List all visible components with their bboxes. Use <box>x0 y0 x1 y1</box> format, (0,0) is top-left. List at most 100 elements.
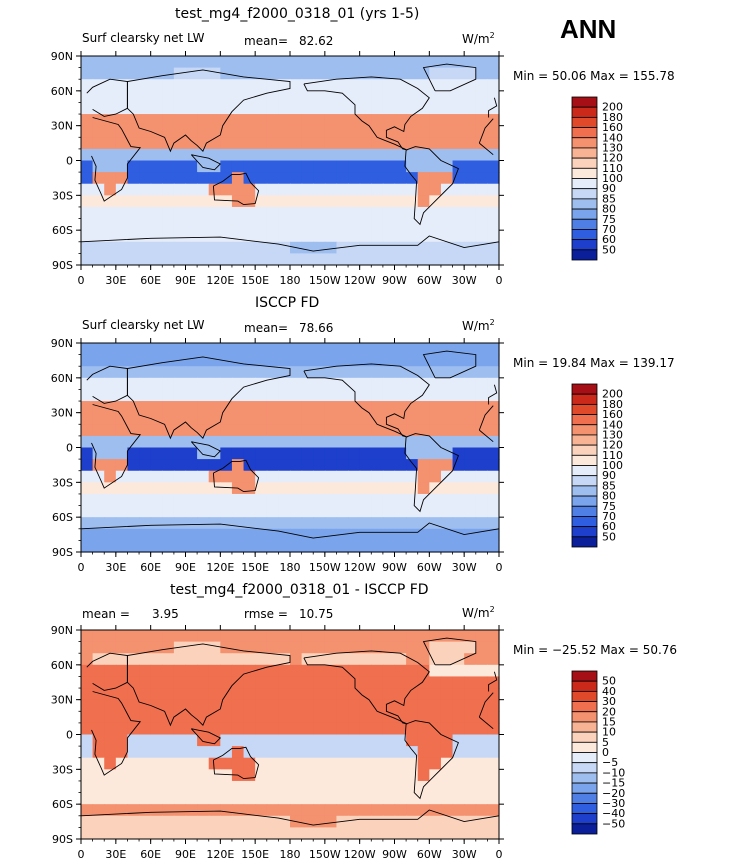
field-cell <box>197 653 210 666</box>
field-cell <box>255 493 268 507</box>
field-cell <box>301 56 314 69</box>
field-cell <box>139 493 152 507</box>
field-cell <box>371 505 384 518</box>
field-cell <box>382 722 396 736</box>
field-cell <box>208 528 221 541</box>
field-cell <box>139 343 152 356</box>
field-cell <box>417 815 430 828</box>
field-cell <box>208 125 221 138</box>
field-cell <box>220 711 233 724</box>
x-tick-label: 150E <box>241 274 269 287</box>
field-cell <box>185 470 198 483</box>
colorbar-segment <box>571 424 598 436</box>
field-cell <box>290 827 303 840</box>
field-cell <box>185 389 198 402</box>
field-cell <box>382 354 396 367</box>
field-cell <box>475 195 488 208</box>
field-cell <box>336 67 349 80</box>
field-cell <box>359 79 372 92</box>
field-cell <box>359 389 372 402</box>
field-cell <box>429 241 442 254</box>
field-cell <box>417 230 430 243</box>
field-cell <box>208 354 221 367</box>
field-cell <box>313 195 326 208</box>
field-cell <box>464 148 477 162</box>
field-cell <box>231 148 245 162</box>
field-cell <box>371 827 384 840</box>
field-cell <box>406 757 419 770</box>
field-cell <box>150 630 163 643</box>
field-cell <box>162 815 175 828</box>
field-cell <box>348 664 361 678</box>
field-cell <box>127 241 140 254</box>
x-tick-label: 0 <box>496 561 503 574</box>
field-cell <box>266 241 279 254</box>
field-cell <box>394 746 407 759</box>
field-cell <box>348 102 361 115</box>
field-cell <box>417 482 430 495</box>
field-cell <box>255 125 268 138</box>
field-cell <box>255 780 268 794</box>
field-cell <box>127 412 140 425</box>
field-cell <box>197 688 210 701</box>
field-cell <box>336 780 349 794</box>
field-cell <box>301 699 314 712</box>
field-cell <box>150 90 163 104</box>
field-cell <box>290 206 303 220</box>
field-cell <box>290 102 303 115</box>
field-cell <box>487 827 500 840</box>
field-cell <box>197 102 210 115</box>
field-cell <box>464 769 477 782</box>
field-cell <box>348 676 361 689</box>
field-cell <box>417 401 430 414</box>
field-cell <box>92 792 105 805</box>
field-cell <box>324 241 338 254</box>
field-cell <box>429 447 442 460</box>
field-cell <box>266 711 279 724</box>
field-cell <box>231 804 245 817</box>
field-cell <box>382 401 396 414</box>
field-cell <box>104 769 117 782</box>
field-cell <box>324 377 338 391</box>
field-cell <box>487 757 500 770</box>
field-cell <box>255 711 268 724</box>
field-cell <box>185 253 198 266</box>
field-cell <box>475 459 488 472</box>
field-cell <box>81 664 94 678</box>
field-cell <box>92 664 105 678</box>
field-cell <box>336 160 349 173</box>
field-cell <box>266 653 279 666</box>
field-cell <box>487 734 500 747</box>
field-cell <box>440 653 454 666</box>
field-cell <box>394 160 407 173</box>
field-cell <box>185 641 198 654</box>
field-cell <box>92 354 105 367</box>
field-cell <box>324 366 338 379</box>
field-cell <box>336 482 349 495</box>
field-cell <box>464 653 477 666</box>
field-cell <box>348 79 361 92</box>
field-cell <box>255 343 268 356</box>
field-cell <box>475 757 488 770</box>
field-cell <box>173 757 187 770</box>
field-cell <box>394 401 407 414</box>
field-cell <box>487 505 500 518</box>
field-cell <box>243 160 256 173</box>
field-cell <box>162 699 175 712</box>
panel-1-variable-label: Surf clearsky net LW <box>82 31 205 45</box>
field-cell <box>115 711 129 724</box>
field-cell <box>440 493 454 507</box>
field-cell <box>290 366 303 379</box>
field-cell <box>336 230 349 243</box>
field-cell <box>313 102 326 115</box>
field-cell <box>173 734 187 747</box>
field-cell <box>150 195 163 208</box>
field-cell <box>406 253 419 266</box>
field-cell <box>220 183 233 196</box>
field-cell <box>359 505 372 518</box>
field-cell <box>81 792 94 805</box>
field-cell <box>220 377 233 391</box>
field-cell <box>266 389 279 402</box>
field-cell <box>406 746 419 759</box>
